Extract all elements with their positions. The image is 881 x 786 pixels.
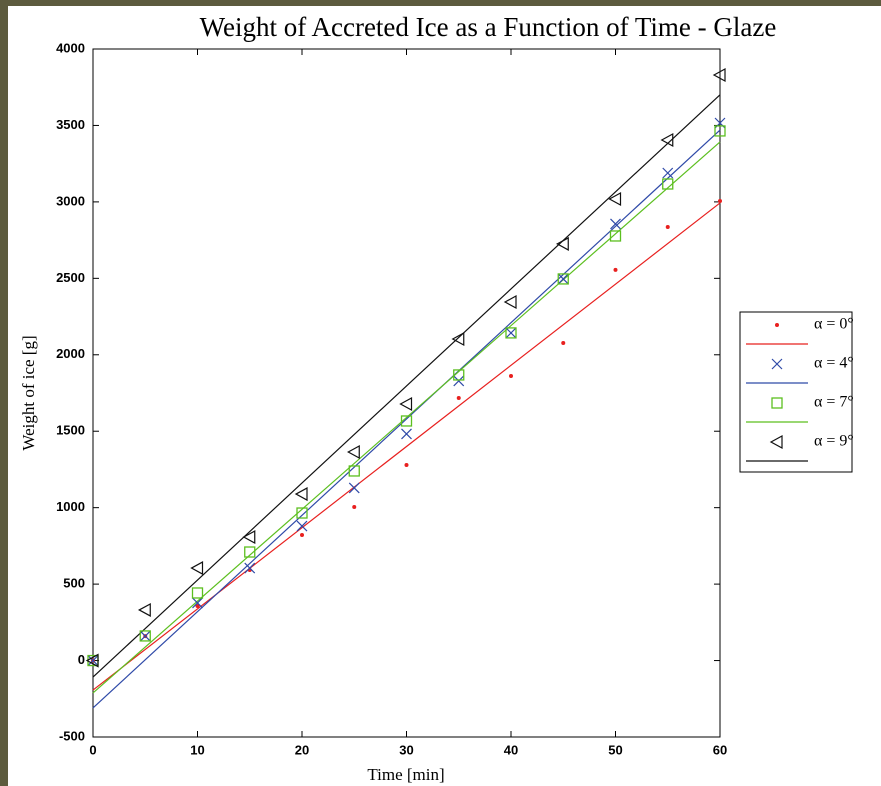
- y-tick-label: 1500: [56, 423, 85, 438]
- point: [608, 191, 622, 206]
- point: [244, 562, 256, 574]
- point: [561, 341, 566, 346]
- legend-marker: [771, 358, 783, 370]
- point: [195, 603, 200, 608]
- point: [557, 273, 569, 285]
- point: [190, 561, 204, 576]
- legend-label: α = 7°: [814, 394, 854, 411]
- legend: α = 0° α = 4° α = 7° α = 9°: [739, 311, 854, 473]
- point: [300, 533, 304, 538]
- legend-marker: [769, 434, 783, 450]
- point: [296, 520, 308, 532]
- point: [294, 487, 308, 502]
- point: [660, 132, 674, 147]
- y-tick-label: 2000: [56, 346, 85, 361]
- point: [505, 327, 517, 339]
- y-tick-label: 3000: [56, 193, 85, 208]
- point: [191, 587, 204, 599]
- point: [662, 178, 674, 190]
- point: [139, 630, 151, 642]
- point: [404, 463, 409, 468]
- y-tick-label: 3500: [56, 117, 85, 132]
- point: [348, 465, 360, 477]
- point: [505, 327, 517, 339]
- point: [613, 267, 618, 272]
- y-tick-label: 2500: [56, 270, 85, 285]
- y-tick-label: 0: [78, 652, 85, 667]
- chart-title: Weight of Accreted Ice as a Function of …: [200, 12, 777, 42]
- legend-marker: [771, 397, 783, 409]
- point: [662, 167, 674, 179]
- point: [610, 218, 621, 230]
- point: [555, 236, 569, 251]
- point: [346, 445, 360, 460]
- legend-label: α = 0°: [814, 316, 854, 333]
- point: [453, 375, 465, 387]
- x-tick-label: 20: [295, 742, 309, 757]
- fit-line: [92, 141, 721, 694]
- fit-line: [92, 202, 721, 691]
- legend-box: [739, 311, 853, 473]
- x-axis-label: Time [min]: [367, 765, 444, 784]
- point: [509, 374, 513, 379]
- x-tick-label: 60: [713, 742, 727, 757]
- point: [712, 67, 726, 83]
- legend-marker: [775, 323, 779, 327]
- x-tick-label: 30: [399, 742, 413, 757]
- point: [503, 295, 517, 310]
- point: [665, 224, 670, 229]
- point: [87, 655, 99, 666]
- point: [714, 125, 726, 137]
- x-tick-label: 50: [608, 742, 622, 757]
- legend-label: α = 4°: [814, 355, 854, 372]
- point: [401, 428, 412, 440]
- point: [242, 530, 256, 545]
- point: [399, 396, 413, 412]
- point: [139, 630, 151, 642]
- x-tick-label: 0: [89, 742, 96, 757]
- x-tick-label: 40: [504, 742, 518, 757]
- point: [456, 396, 461, 401]
- plot-area: [92, 48, 721, 738]
- legend-label: α = 9°: [814, 433, 854, 450]
- point: [85, 653, 99, 668]
- point: [557, 273, 569, 285]
- point: [296, 507, 308, 519]
- point: [244, 546, 256, 558]
- point: [451, 332, 465, 347]
- point: [137, 602, 151, 617]
- y-tick-label: 1000: [56, 499, 85, 514]
- point: [192, 597, 203, 609]
- fit-line: [92, 94, 721, 678]
- y-tick-label: -500: [59, 728, 85, 743]
- y-axis-label: Weight of ice [g]: [19, 335, 38, 450]
- point: [718, 198, 722, 203]
- fit-line: [92, 129, 721, 709]
- point: [453, 369, 465, 381]
- point: [352, 505, 357, 510]
- point: [400, 415, 413, 427]
- x-tick-label: 10: [190, 742, 204, 757]
- y-tick-label: 500: [63, 576, 85, 591]
- point: [348, 482, 360, 494]
- point: [609, 230, 622, 242]
- y-tick-label: 4000: [56, 40, 85, 55]
